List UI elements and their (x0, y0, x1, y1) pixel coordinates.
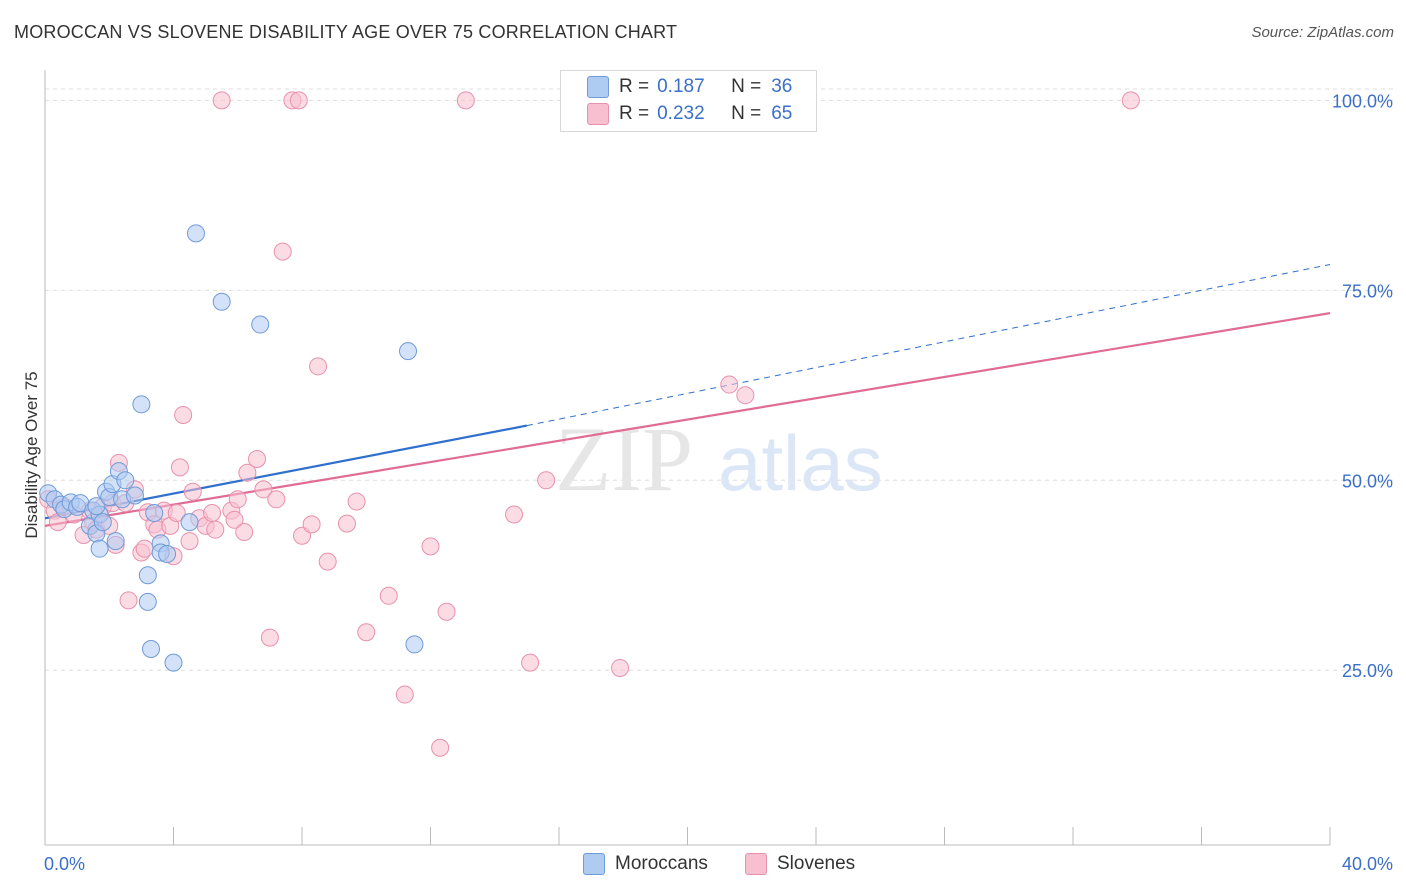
point-slovenes (119, 591, 138, 610)
legend-r-label: R = (619, 76, 650, 97)
point-slovenes (174, 405, 193, 424)
watermark-zip: ZIP (555, 408, 693, 510)
point-slovenes (309, 357, 328, 376)
legend-row-slovenes: R = 0.232 N = 65 (587, 102, 793, 126)
legend-r-value: 0.232 (657, 103, 705, 124)
point-slovenes (228, 490, 247, 509)
point-moroccans (164, 653, 183, 672)
data-points (39, 91, 1140, 757)
watermark-atlas: atlas (718, 419, 883, 507)
point-slovenes (225, 510, 244, 529)
point-moroccans (132, 395, 151, 414)
point-moroccans (138, 592, 157, 611)
y-tick-label: 50.0% (1342, 471, 1393, 491)
legend-n-label: N = (731, 103, 762, 124)
point-slovenes (505, 505, 524, 524)
legend-n-value: 65 (771, 103, 793, 124)
point-slovenes (167, 503, 186, 522)
chart-title: MOROCCAN VS SLOVENE DISABILITY AGE OVER … (14, 22, 678, 42)
point-moroccans (158, 544, 177, 563)
legend-n-label: N = (731, 76, 762, 97)
point-slovenes (267, 490, 286, 509)
x-tick-label: 0.0% (44, 854, 85, 874)
point-slovenes (183, 482, 202, 501)
point-slovenes (379, 586, 398, 605)
point-slovenes (456, 91, 475, 110)
point-slovenes (238, 463, 257, 482)
legend-r-value: 0.187 (657, 76, 705, 97)
point-slovenes (318, 552, 337, 571)
point-moroccans (212, 292, 231, 311)
point-moroccans (145, 503, 164, 522)
point-slovenes (135, 539, 154, 558)
point-moroccans (87, 497, 106, 516)
point-slovenes (273, 242, 292, 261)
watermark: ZIP atlas (555, 408, 883, 510)
point-moroccans (142, 639, 161, 658)
point-slovenes (521, 653, 540, 672)
point-slovenes (260, 628, 279, 647)
legend-row-moroccans: R = 0.187 N = 36 (587, 75, 793, 99)
point-moroccans (93, 513, 112, 532)
point-slovenes (611, 658, 630, 677)
point-slovenes (206, 520, 225, 539)
legend-item-slovenes[interactable]: Slovenes (745, 852, 855, 876)
point-slovenes (203, 503, 222, 522)
point-moroccans (180, 513, 199, 532)
point-slovenes (170, 458, 189, 477)
y-tick-label: 75.0% (1342, 281, 1393, 301)
legend-r-label: R = (619, 103, 650, 124)
point-moroccans (399, 342, 418, 361)
point-slovenes (289, 91, 308, 110)
point-slovenes (720, 375, 739, 394)
point-moroccans (90, 539, 109, 558)
source-label: Source: ZipAtlas.com (1251, 24, 1394, 41)
legend-label-slovenes: Slovenes (777, 853, 856, 874)
point-slovenes (248, 450, 267, 469)
trendline-moroccans-extension (526, 264, 1331, 427)
point-slovenes (1121, 91, 1140, 110)
y-tick-label: 25.0% (1342, 661, 1393, 681)
x-tick-label: 40.0% (1342, 854, 1393, 874)
gridlines (45, 88, 1395, 671)
point-moroccans (125, 486, 144, 505)
point-slovenes (212, 91, 231, 110)
legend-label-moroccans: Moroccans (615, 853, 708, 874)
point-slovenes (302, 515, 321, 534)
point-slovenes (254, 480, 273, 499)
point-moroccans (251, 315, 270, 334)
point-slovenes (431, 738, 450, 757)
legend-swatch-slovenes (745, 853, 767, 875)
point-slovenes (537, 471, 556, 490)
point-moroccans (116, 471, 135, 490)
legend-swatch-slovenes (587, 103, 609, 125)
stats-legend: R = 0.187 N = 36 R = 0.232 N = 65 (560, 70, 817, 132)
point-slovenes (347, 492, 366, 511)
legend-item-moroccans[interactable]: Moroccans (583, 852, 708, 876)
point-slovenes (437, 602, 456, 621)
point-moroccans (138, 566, 157, 585)
point-slovenes (357, 623, 376, 642)
legend-swatch-moroccans (583, 853, 605, 875)
y-tick-label: 100.0% (1332, 91, 1393, 111)
tick-labels: 100.0% 75.0% 50.0% 25.0% 0.0% 40.0% (44, 91, 1393, 874)
point-slovenes (235, 522, 254, 541)
point-moroccans (106, 532, 125, 551)
point-slovenes (395, 685, 414, 704)
point-moroccans (405, 635, 424, 654)
point-slovenes (736, 386, 755, 405)
point-slovenes (421, 537, 440, 556)
legend-swatch-moroccans (587, 76, 609, 98)
legend-n-value: 36 (771, 76, 793, 97)
point-slovenes (180, 532, 199, 551)
axes (44, 70, 1331, 846)
point-slovenes (337, 514, 356, 533)
point-moroccans (186, 224, 205, 243)
